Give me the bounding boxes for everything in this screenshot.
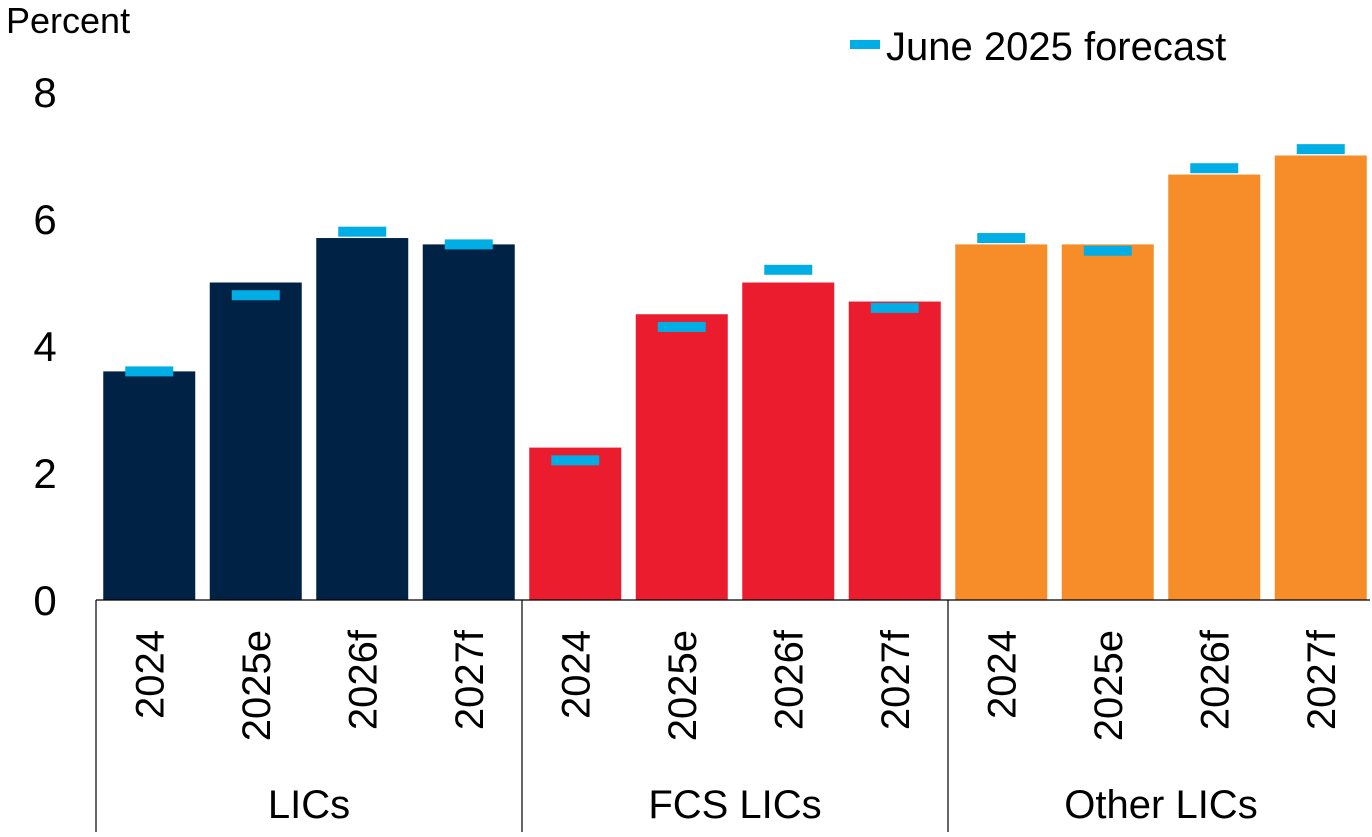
forecast-marker — [444, 239, 493, 250]
x-tick-label: 2026f — [767, 629, 811, 730]
group-label: LICs — [268, 783, 350, 827]
y-tick-label: 6 — [33, 196, 56, 243]
y-tick-label: 2 — [33, 450, 56, 497]
forecast-marker — [1190, 163, 1239, 174]
bar — [1061, 244, 1154, 600]
forecast-marker — [764, 264, 813, 275]
x-tick-label: 2026f — [1193, 629, 1237, 730]
x-tick-label: 2025e — [661, 630, 705, 741]
y-tick-label: 8 — [33, 69, 56, 116]
x-tick-label: 2025e — [1087, 630, 1131, 741]
forecast-marker — [231, 290, 280, 301]
forecast-markers — [125, 144, 1345, 466]
forecast-marker — [125, 366, 174, 377]
bar — [635, 314, 728, 600]
forecast-marker — [1083, 245, 1132, 256]
x-tick-label: 2024 — [554, 630, 598, 719]
bar — [742, 282, 835, 600]
x-tick-label: 2027f — [448, 629, 492, 730]
group-label: Other LICs — [1064, 783, 1257, 827]
bar — [1168, 174, 1261, 601]
legend: June 2025 forecast — [850, 25, 1226, 69]
forecast-marker — [1296, 144, 1345, 155]
legend-marker-swatch — [850, 40, 880, 49]
bar — [1274, 155, 1367, 600]
forecast-marker — [870, 302, 919, 313]
bar — [316, 238, 409, 601]
bar — [955, 244, 1048, 600]
x-tick-label: 2026f — [341, 629, 385, 730]
forecast-marker — [657, 321, 706, 332]
bar — [848, 301, 941, 600]
y-axis: 0 2 4 6 8 — [33, 69, 56, 624]
forecast-marker — [977, 233, 1026, 244]
bar — [529, 447, 622, 600]
x-tick-label: 2025e — [235, 630, 279, 741]
forecast-marker — [551, 455, 600, 466]
legend-label: June 2025 forecast — [886, 25, 1226, 69]
bar — [103, 371, 196, 600]
y-tick-label: 4 — [33, 323, 56, 370]
x-tick-label: 2024 — [980, 630, 1024, 719]
y-tick-label: 0 — [33, 577, 56, 624]
x-tick-label: 2027f — [874, 629, 918, 730]
bar — [209, 282, 302, 600]
forecast-marker — [338, 226, 387, 237]
y-axis-label: Percent — [6, 0, 130, 41]
bar — [422, 244, 515, 600]
x-tick-label: 2027f — [1300, 629, 1344, 730]
x-tick-label: 2024 — [128, 630, 172, 719]
group-label: FCS LICs — [648, 783, 821, 827]
x-axis: 2024 2025e 2026f 2027f LICs 2024 2025e 2026f 202… — [95, 599, 1370, 832]
bars — [103, 155, 1367, 601]
